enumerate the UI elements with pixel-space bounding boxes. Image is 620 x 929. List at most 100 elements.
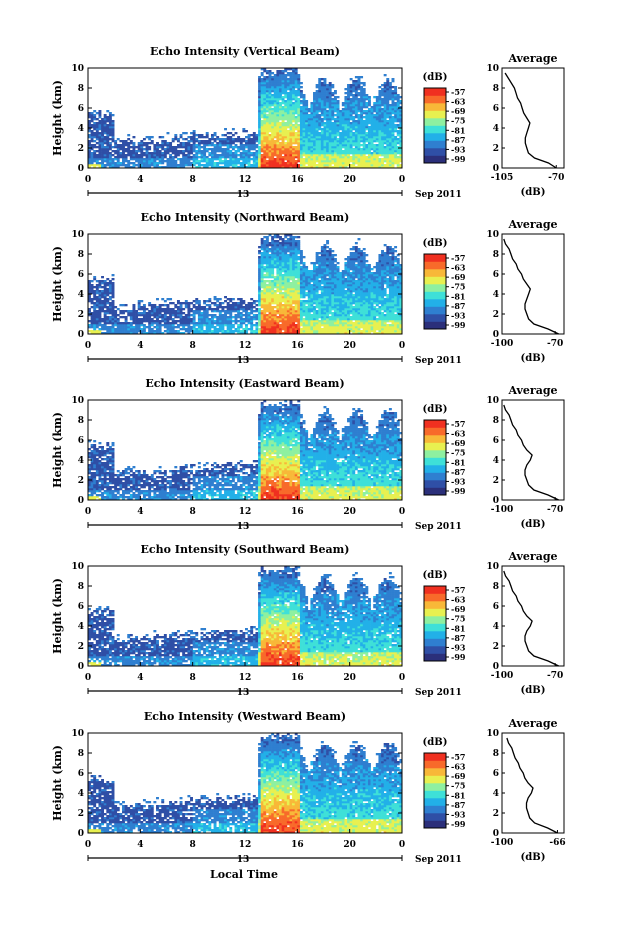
heatmap-cell xyxy=(389,138,392,140)
heatmap-cell xyxy=(324,78,327,80)
heatmap-cell xyxy=(363,112,366,114)
heatmap-cell xyxy=(214,150,217,152)
heatmap-cell xyxy=(308,114,311,116)
heatmap-cell xyxy=(266,82,269,84)
heatmap-cell xyxy=(378,98,381,100)
heatmap-cell xyxy=(297,314,300,316)
heatmap-cell xyxy=(101,276,104,278)
heatmap-cell xyxy=(292,94,295,96)
heatmap-cell xyxy=(263,100,266,102)
heatmap-cell xyxy=(221,152,224,154)
heatmap-cell xyxy=(284,156,287,158)
heatmap-cell xyxy=(282,310,285,312)
heatmap-cell xyxy=(334,122,337,124)
heatmap-cell xyxy=(360,112,363,114)
heatmap-cell xyxy=(310,144,313,146)
heatmap-cell xyxy=(96,330,99,332)
heatmap-cell xyxy=(258,138,261,140)
heatmap-cell xyxy=(318,134,321,136)
heatmap-cell xyxy=(206,148,209,150)
heatmap-cell xyxy=(316,146,319,148)
heatmap-cell xyxy=(104,292,107,294)
heatmap-cell xyxy=(279,82,282,84)
heatmap-cell xyxy=(227,142,230,144)
heatmap-cell xyxy=(350,102,353,104)
heatmap-cell xyxy=(140,150,143,152)
heatmap-cell xyxy=(242,138,245,140)
heatmap-cell xyxy=(287,280,290,282)
heatmap-cell xyxy=(221,310,224,312)
heatmap-cell xyxy=(109,312,112,314)
heatmap-cell xyxy=(237,140,240,142)
heatmap-cell xyxy=(381,90,384,92)
heatmap-cell xyxy=(292,124,295,126)
heatmap-cell xyxy=(386,162,389,164)
heatmap-cell xyxy=(289,262,292,264)
heatmap-cell xyxy=(287,300,290,302)
heatmap-cell xyxy=(271,244,274,246)
heatmap-cell xyxy=(310,114,313,116)
heatmap-cell xyxy=(263,164,266,166)
heatmap-cell xyxy=(106,156,109,158)
heatmap-cell xyxy=(206,150,209,152)
heatmap-cell xyxy=(331,148,334,150)
heatmap-cell xyxy=(98,314,101,316)
heatmap-cell xyxy=(274,306,277,308)
colorbar-tick-label: -63 xyxy=(451,97,466,107)
heatmap-cell xyxy=(193,314,196,316)
heatmap-cell xyxy=(384,118,387,120)
heatmap-cell xyxy=(350,140,353,142)
heatmap-cell xyxy=(397,156,400,158)
heatmap-cell xyxy=(271,130,274,132)
heatmap-cell xyxy=(397,100,400,102)
heatmap-cell xyxy=(253,316,256,318)
heatmap-cell xyxy=(284,114,287,116)
heatmap-cell xyxy=(373,96,376,98)
panel-title: Echo Intensity (Northward Beam) xyxy=(141,211,350,224)
heatmap-cell xyxy=(287,158,290,160)
heatmap-cell xyxy=(297,106,300,108)
heatmap-cell xyxy=(318,150,321,152)
heatmap-cell xyxy=(371,108,374,110)
heatmap-cell xyxy=(140,328,143,330)
heatmap-cell xyxy=(337,158,340,160)
heatmap-cell xyxy=(365,146,368,148)
heatmap-cell xyxy=(104,328,107,330)
heatmap-cell xyxy=(106,288,109,290)
colorbar-swatch xyxy=(424,148,446,156)
heatmap-cell xyxy=(229,304,232,306)
heatmap-cell xyxy=(261,96,264,98)
heatmap-cell xyxy=(172,308,175,310)
heatmap-cell xyxy=(295,78,298,80)
heatmap-cell xyxy=(308,142,311,144)
heatmap-cell xyxy=(310,156,313,158)
heatmap-cell xyxy=(347,102,350,104)
heatmap-cell xyxy=(180,304,183,306)
heatmap-cell xyxy=(287,72,290,74)
heatmap-cell xyxy=(342,150,345,152)
heatmap-cell xyxy=(363,116,366,118)
heatmap-cell xyxy=(279,308,282,310)
heatmap-cell xyxy=(109,308,112,310)
heatmap-cell xyxy=(297,250,300,252)
heatmap-cell xyxy=(177,310,180,312)
heatmap-cell xyxy=(360,82,363,84)
heatmap-cell xyxy=(313,164,316,166)
heatmap-cell xyxy=(284,266,287,268)
heatmap-cell xyxy=(282,80,285,82)
heatmap-cell xyxy=(253,148,256,150)
heatmap-cell xyxy=(389,126,392,128)
heatmap-cell xyxy=(153,162,156,164)
heatmap-cell xyxy=(373,164,376,166)
profile-x-tick-label: -105 xyxy=(491,173,514,183)
heatmap-cell xyxy=(300,322,303,324)
heatmap-cell xyxy=(289,286,292,288)
heatmap-cell xyxy=(193,304,196,306)
heatmap-cell xyxy=(386,102,389,104)
heatmap-cell xyxy=(167,132,170,134)
heatmap-cell xyxy=(337,102,340,104)
heatmap-cell xyxy=(392,96,395,98)
heatmap-cell xyxy=(101,318,104,320)
heatmap-cell xyxy=(93,158,96,160)
heatmap-cell xyxy=(263,314,266,316)
